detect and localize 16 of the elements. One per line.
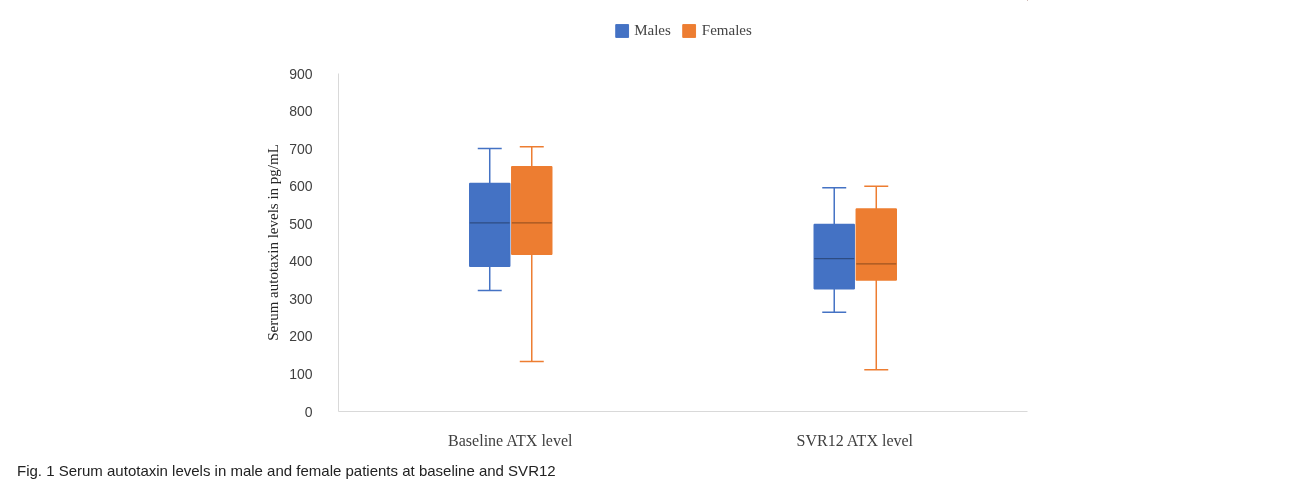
caption: Fig. 1 Serum autotaxin levels in male and female patients at baseline and SVR12 xyxy=(17,461,556,481)
legend-label: Males xyxy=(634,21,671,39)
y-tick-label: 600 xyxy=(289,178,313,195)
legend-label: Females xyxy=(701,21,752,39)
y-axis-title: Serum autotaxin levels in pg/mL xyxy=(265,144,282,341)
x-tick-label: SVR12 ATX level xyxy=(796,431,914,449)
y-tick-label: 900 xyxy=(289,65,313,82)
y-tick-label: 200 xyxy=(289,328,313,345)
x-tick-label: Baseline ATX level xyxy=(448,431,574,449)
y-tick-label: 700 xyxy=(289,140,313,157)
y-tick-label: 100 xyxy=(289,365,313,382)
y-tick-label: 800 xyxy=(289,103,313,120)
y-tick-label: 300 xyxy=(289,290,313,307)
y-tick-label: 0 xyxy=(304,403,313,420)
y-tick-label: 500 xyxy=(289,215,313,232)
y-tick-label: 400 xyxy=(289,253,313,270)
